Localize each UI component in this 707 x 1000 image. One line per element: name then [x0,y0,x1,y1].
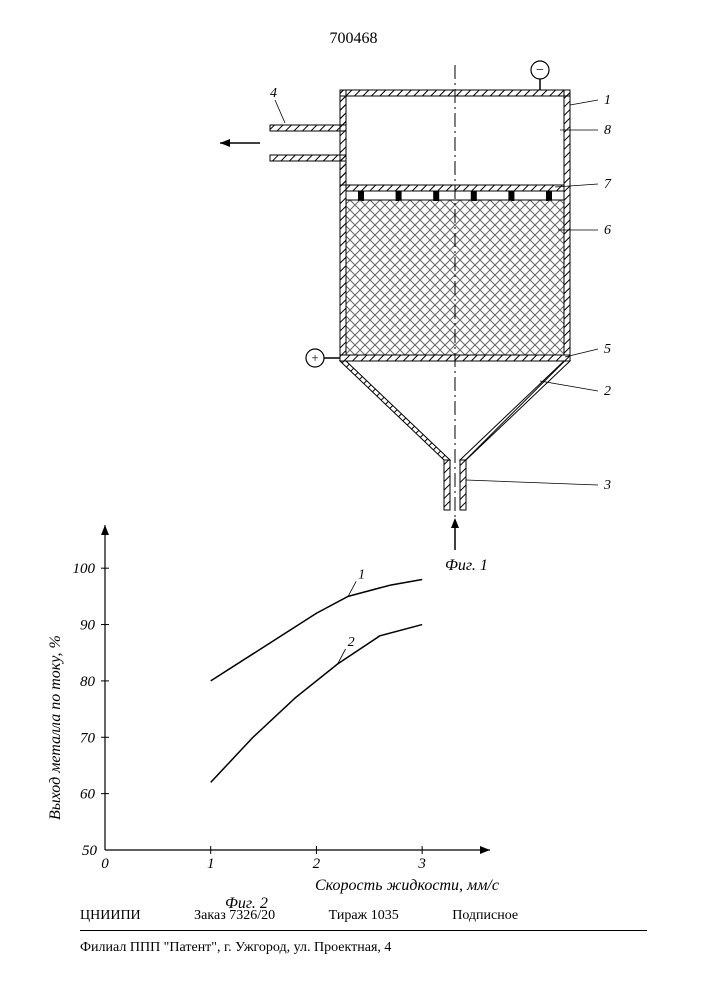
svg-text:Фиг. 1: Фиг. 1 [445,557,488,574]
footer-line-1: ЦНИИПИ Заказ 7326/20 Тираж 1035 Подписно… [80,908,647,924]
svg-text:60: 60 [80,787,96,803]
svg-text:1: 1 [358,567,365,582]
svg-text:90: 90 [80,618,96,634]
svg-text:50: 50 [82,843,98,859]
svg-text:7: 7 [604,177,612,192]
footer-line-2: Филиал ППП "Патент", г. Ужгород, ул. Про… [80,940,647,956]
footer-sub: Подписное [452,908,518,923]
svg-text:1: 1 [604,93,611,108]
svg-text:80: 80 [80,674,96,690]
footer-tirazh: Тираж 1035 [329,908,399,923]
figures-svg: − +1 8 7 6 5 2 3 4 Фиг. 1 50 60 70 80 90 100 0 1 2 3 1 2 Выход… [0,0,707,1000]
svg-text:1: 1 [207,856,215,872]
footer-rule [80,930,647,931]
svg-text:5: 5 [604,342,611,357]
svg-text:100: 100 [73,561,96,577]
svg-text:2: 2 [604,384,611,399]
svg-text:Скорость жидкости, мм/с: Скорость жидкости, мм/с [315,877,499,894]
svg-text:3: 3 [603,478,611,493]
svg-text:70: 70 [80,730,96,746]
svg-text:+: + [311,350,318,365]
svg-text:3: 3 [417,856,426,872]
svg-text:0: 0 [101,856,109,872]
svg-text:2: 2 [313,856,321,872]
svg-text:6: 6 [604,223,611,238]
svg-text:4: 4 [270,86,277,101]
svg-text:2: 2 [348,635,355,650]
footer-order: Заказ 7326/20 [194,908,275,923]
svg-text:8: 8 [604,123,611,138]
svg-text:Выход металла по току, %: Выход металла по току, % [47,635,64,820]
footer-org: ЦНИИПИ [80,908,141,923]
svg-text:−: − [536,63,544,78]
